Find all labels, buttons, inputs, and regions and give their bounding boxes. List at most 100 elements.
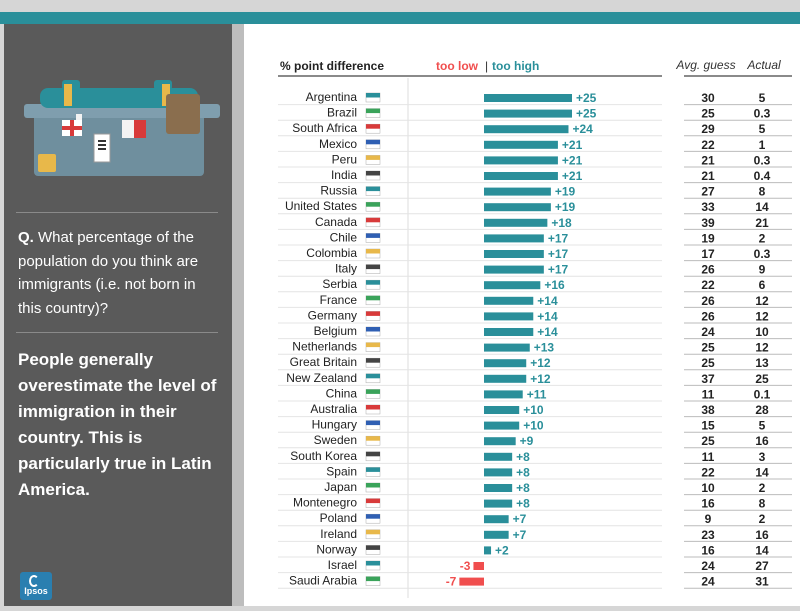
flag-icon-stripe [366, 93, 380, 98]
actual-value: 10 [755, 325, 769, 339]
bar [484, 468, 513, 477]
actual-value: 2 [759, 481, 766, 495]
bar-value-label: +17 [548, 247, 569, 261]
legend-too-high: too high [492, 59, 539, 73]
actual-value: 9 [759, 263, 766, 277]
bar [484, 374, 527, 383]
bar [484, 281, 541, 290]
bar-value-label: +16 [544, 278, 565, 292]
avg-guess-value: 19 [701, 231, 715, 245]
country-label: Ireland [320, 527, 357, 541]
flag-icon-stripe [366, 451, 380, 457]
country-label: New Zealand [286, 371, 357, 385]
country-label: Russia [320, 184, 357, 198]
top-band [0, 0, 800, 24]
bar [484, 484, 513, 492]
bar-value-label: +14 [537, 325, 558, 339]
avg-guess-value: 16 [701, 497, 715, 511]
bar-value-label: +13 [534, 341, 555, 355]
actual-value: 16 [755, 434, 769, 448]
actual-value: 5 [759, 91, 766, 105]
avg-guess-value: 11 [702, 450, 715, 464]
bar [484, 94, 572, 102]
bar-value-label: +21 [562, 153, 583, 167]
country-label: Brazil [327, 106, 357, 120]
flag-icon-stripe [366, 171, 380, 176]
country-label: Mexico [319, 137, 357, 151]
flag-icon-stripe [366, 436, 380, 441]
avg-guess-value: 9 [705, 512, 712, 526]
avg-guess-value: 26 [701, 309, 715, 323]
bar-value-label: +14 [537, 309, 558, 323]
country-label: Netherlands [292, 340, 357, 354]
bar [484, 452, 513, 461]
country-label: Italy [335, 262, 357, 276]
country-label: Great Britain [290, 355, 357, 369]
actual-value: 25 [755, 372, 769, 386]
avg-guess-value: 16 [701, 543, 715, 557]
bar-value-label: +17 [548, 231, 569, 245]
actual-value: 2 [759, 512, 766, 526]
country-label: Belgium [314, 324, 357, 338]
bar-value-label: +25 [576, 91, 597, 105]
bar-value-label: +21 [562, 169, 583, 183]
flag-icon-stripe [366, 295, 380, 301]
bar [484, 343, 530, 352]
avg-guess-value: 30 [701, 91, 715, 105]
bar [459, 577, 484, 586]
bar-value-label: +2 [495, 543, 509, 557]
country-label: Japan [324, 480, 357, 494]
flag-icon-stripe [366, 467, 380, 472]
bar-value-label: +14 [537, 294, 558, 308]
avg-guess-value: 10 [701, 481, 715, 495]
ipsos-logo: Ipsos [20, 572, 52, 600]
avg-guess-value: 21 [701, 153, 715, 167]
country-label: Colombia [306, 246, 357, 260]
actual-value: 2 [759, 231, 766, 245]
bar-value-label: +8 [516, 465, 530, 479]
sidebar-accent [232, 24, 244, 606]
country-label: Montenegro [293, 496, 357, 510]
country-label: Germany [308, 308, 357, 322]
bar [484, 296, 534, 305]
actual-value: 28 [755, 403, 769, 417]
flag-icon-stripe [366, 264, 380, 270]
actual-value: 0.4 [754, 169, 771, 183]
country-label: China [326, 386, 358, 400]
bar-value-label: +9 [520, 434, 534, 448]
country-label: South Korea [290, 449, 357, 463]
flag-icon-stripe [366, 249, 380, 254]
bar [484, 156, 558, 165]
flag-icon-stripe [366, 342, 380, 348]
country-label: Canada [315, 215, 357, 229]
bar-value-label: +17 [548, 263, 569, 277]
actual-value: 5 [759, 122, 766, 136]
flag-icon-stripe [366, 405, 380, 410]
avg-guess-value: 27 [701, 185, 715, 199]
bar [473, 562, 484, 570]
bar [484, 265, 544, 274]
actual-value: 13 [755, 356, 769, 370]
bar [484, 203, 551, 212]
actual-value: 0.3 [754, 107, 771, 121]
bar [484, 187, 551, 196]
bar-value-label: -7 [446, 575, 457, 589]
bar-value-label: +8 [516, 497, 530, 511]
bar-value-label: +8 [516, 481, 530, 495]
actual-value: 12 [755, 341, 769, 355]
flag-icon-stripe [366, 576, 380, 582]
avg-guess-value: 26 [701, 294, 715, 308]
bar-value-label: +24 [572, 122, 593, 136]
bar [484, 499, 513, 508]
bar-value-label: +10 [523, 419, 544, 433]
country-label: Norway [316, 542, 357, 556]
bar-value-label: +21 [562, 138, 583, 152]
header-label: % point difference [280, 59, 384, 73]
bar [484, 390, 523, 399]
bar [484, 172, 558, 180]
bar-value-label: +8 [516, 450, 530, 464]
country-label: India [331, 168, 357, 182]
country-label: South Africa [292, 121, 357, 135]
avg-guess-value: 25 [701, 434, 715, 448]
avg-guess-value: 24 [701, 575, 715, 589]
